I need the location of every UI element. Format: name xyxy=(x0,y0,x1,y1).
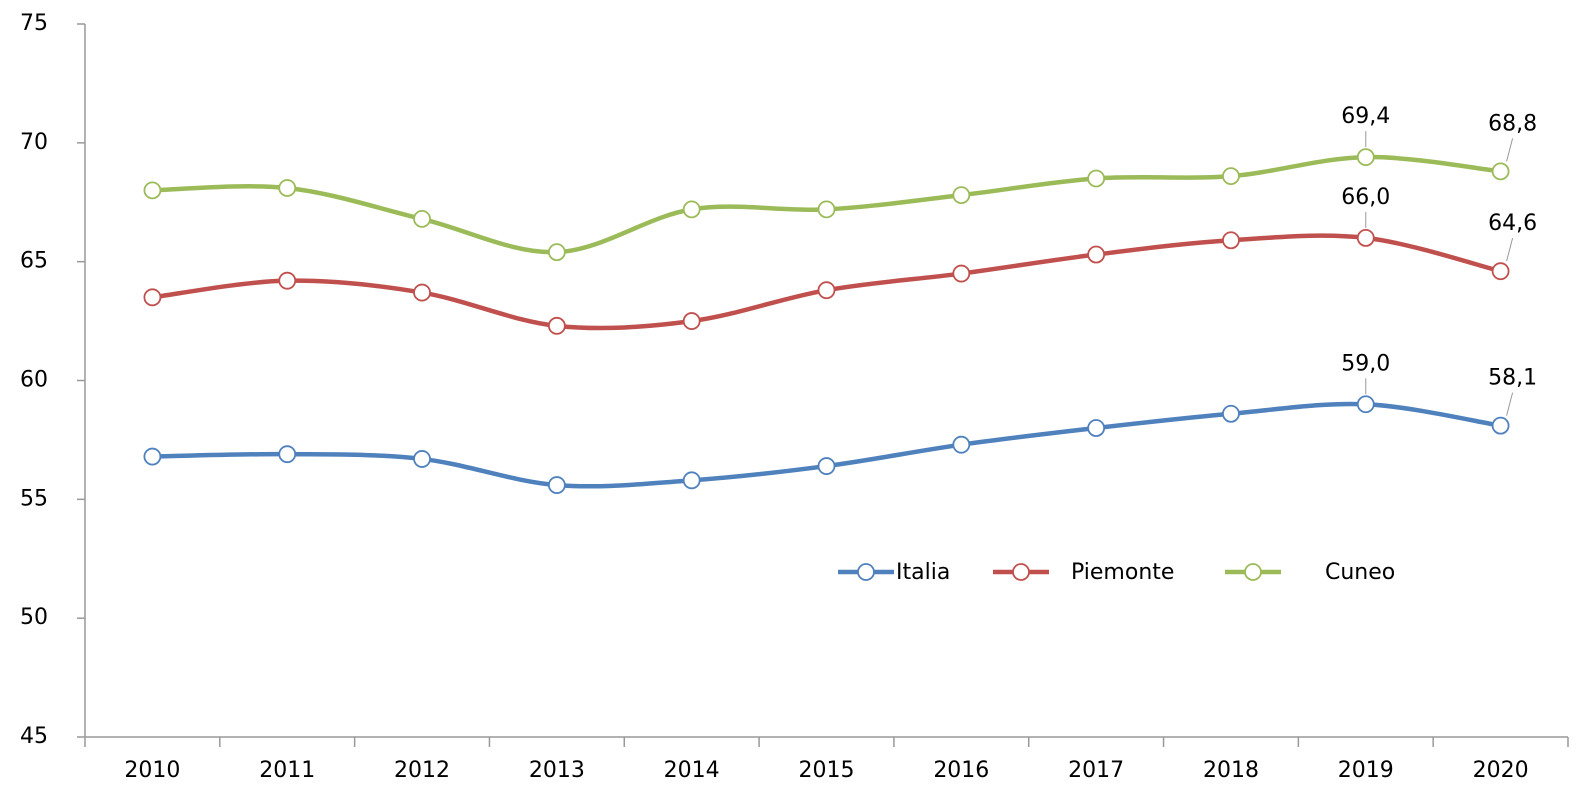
marker xyxy=(1087,419,1106,437)
legend-marker xyxy=(857,563,875,581)
x-tick-label: 2018 xyxy=(1203,758,1259,783)
value-label: 69,4 xyxy=(1341,104,1390,129)
marker xyxy=(547,316,566,335)
x-tick-label: 2017 xyxy=(1068,758,1124,783)
value-label: 68,8 xyxy=(1488,111,1537,136)
x-tick-label: 2014 xyxy=(664,758,720,783)
value-label: 64,6 xyxy=(1488,211,1537,236)
marker xyxy=(682,471,701,490)
marker xyxy=(278,445,297,464)
y-tick-label: 65 xyxy=(20,249,48,274)
x-tick-label: 2012 xyxy=(394,758,450,783)
marker xyxy=(143,447,162,466)
value-label: 59,0 xyxy=(1341,351,1390,376)
y-tick-label: 60 xyxy=(20,368,48,393)
marker xyxy=(682,312,701,330)
label-leader xyxy=(1506,392,1514,416)
marker xyxy=(278,179,297,197)
marker xyxy=(278,271,297,290)
marker xyxy=(143,181,162,200)
marker xyxy=(1356,148,1375,166)
marker xyxy=(682,200,701,219)
y-tick-label: 70 xyxy=(20,130,48,155)
x-tick-label: 2010 xyxy=(124,758,180,783)
marker xyxy=(547,243,566,262)
x-tick-label: 2020 xyxy=(1473,758,1529,783)
legend-label: Italia xyxy=(896,560,950,585)
x-tick-label: 2016 xyxy=(933,758,989,783)
marker xyxy=(413,209,431,228)
y-tick-label: 45 xyxy=(20,724,48,749)
marker xyxy=(1491,162,1510,181)
legend-marker xyxy=(1012,563,1030,581)
marker xyxy=(952,264,971,283)
x-tick-label: 2013 xyxy=(529,758,585,783)
marker xyxy=(547,476,566,494)
marker xyxy=(952,186,971,205)
marker xyxy=(413,450,431,468)
x-tick-label: 2011 xyxy=(259,758,315,783)
marker xyxy=(1491,262,1510,281)
y-tick-label: 55 xyxy=(20,486,48,511)
marker xyxy=(952,435,971,454)
legend-label: Cuneo xyxy=(1325,560,1395,585)
marker xyxy=(1087,245,1106,264)
x-tick-label: 2019 xyxy=(1338,758,1394,783)
y-tick-label: 75 xyxy=(20,11,48,36)
value-label: 58,1 xyxy=(1488,366,1537,391)
value-label: 66,0 xyxy=(1341,185,1390,210)
marker xyxy=(817,457,836,475)
marker xyxy=(413,283,431,302)
x-tick-label: 2015 xyxy=(799,758,855,783)
marker xyxy=(1491,416,1510,435)
marker xyxy=(143,288,162,307)
label-leader xyxy=(1506,138,1514,162)
marker xyxy=(1222,404,1240,423)
marker xyxy=(1222,231,1240,250)
marker xyxy=(1356,228,1375,247)
marker xyxy=(817,281,836,300)
marker xyxy=(1222,167,1240,186)
legend-label: Piemonte xyxy=(1071,560,1174,585)
marker xyxy=(1356,395,1375,414)
marker xyxy=(1087,169,1106,188)
label-leader xyxy=(1506,238,1514,262)
y-tick-label: 50 xyxy=(20,605,48,630)
legend-marker xyxy=(1244,563,1262,581)
marker xyxy=(817,200,836,219)
